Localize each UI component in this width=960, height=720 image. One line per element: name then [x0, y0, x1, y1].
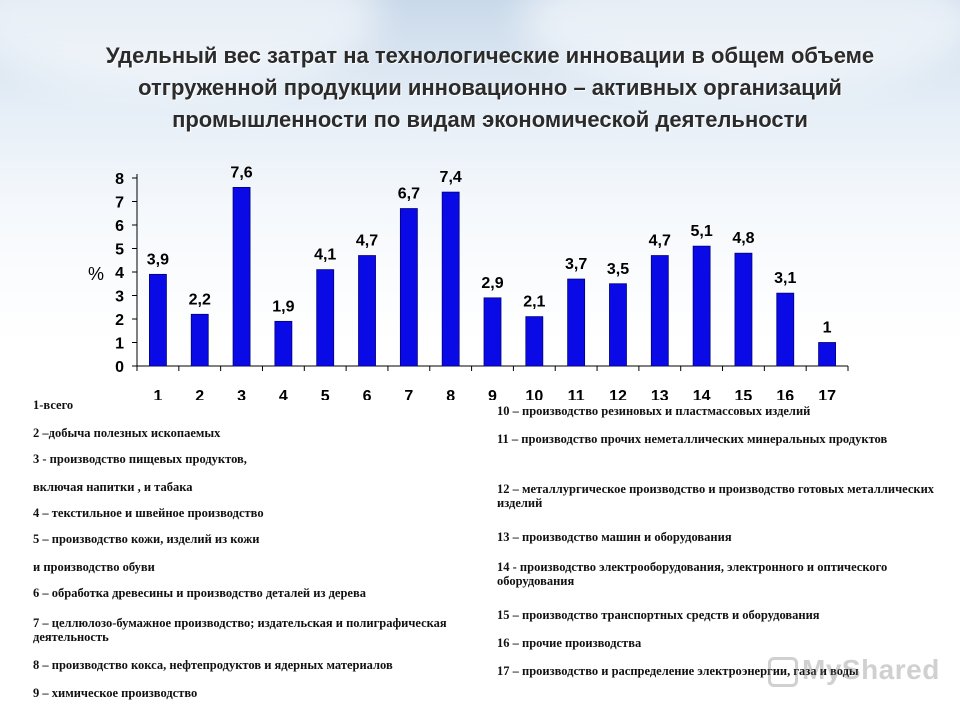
legend-item: 13 – производство машин и оборудования	[497, 530, 732, 544]
legend-item: 12 – металлургическое производство и про…	[497, 482, 935, 510]
x-tick-label: 17	[818, 388, 836, 400]
bar-10	[525, 316, 544, 367]
data-labels: 3,9 2,2 7,6 1,9 4,1 4,7 6,7 7,4 2,9 2,1 3,7 3,5 4,7 5…	[147, 164, 832, 336]
x-tick-label: 14	[693, 388, 711, 400]
data-label: 6,7	[398, 186, 420, 203]
chart-title: Удельный вес затрат на технологические и…	[105, 43, 875, 132]
x-tick-label: 12	[609, 388, 627, 400]
legend-right: 10 – производство резиновых и пластмассо…	[497, 404, 952, 704]
bar-7	[399, 208, 418, 367]
data-label: 3,7	[565, 256, 587, 273]
data-label: 3,9	[147, 251, 169, 268]
legend-left: 1-всего 2 –добыча полезных ископаемых 3 - …	[33, 398, 503, 708]
data-label: 4,7	[356, 233, 378, 250]
x-tick-label: 4	[279, 388, 288, 400]
x-tick-label: 5	[321, 388, 330, 400]
x-tick-label: 6	[363, 388, 372, 400]
legend-item: включая напитки , и табака	[33, 480, 193, 494]
legend-item: 17 – производство и распределение электр…	[497, 664, 859, 678]
legend-item: 6 – обработка древесины и производство д…	[33, 586, 366, 600]
x-tick-label: 15	[735, 388, 753, 400]
data-label: 4,8	[732, 230, 754, 247]
x-tick-label: 8	[446, 388, 455, 400]
data-label: 5,1	[690, 223, 712, 240]
data-label: 1	[823, 320, 832, 337]
y-tick-label: 7	[115, 195, 124, 212]
x-tick-label: 11	[568, 388, 585, 400]
watermark: MyShared	[768, 654, 940, 687]
x-tick-label: 3	[237, 388, 246, 400]
bar-4	[274, 320, 293, 367]
x-tick-labels: 1 2 3 4 5 6 7 8 9 10 11 12 13 14 15 16 17	[153, 388, 836, 400]
legend-item: 8 – производство кокса, нефтепродуктов и…	[33, 658, 393, 672]
bar-15	[734, 252, 753, 367]
y-tick-label: 4	[115, 265, 124, 282]
data-label: 2,1	[523, 294, 545, 311]
legend-item: 11 – производство прочих неметаллических…	[497, 432, 888, 446]
y-tick-label: 1	[115, 336, 124, 353]
data-label: 2,9	[481, 275, 503, 292]
bar-chart: 3,9 2,2 7,6 1,9 4,1 4,7 6,7 7,4 2,9 2,1 3,7 3,5 4,7 5…	[88, 164, 849, 400]
data-label: 7,6	[230, 164, 252, 181]
y-tick-label: 0	[115, 359, 124, 376]
bar-16	[776, 292, 795, 367]
y-tick-labels: 0 1 2 3 4 5 6 7 8	[115, 171, 124, 376]
legend-item: 5 – производство кожи, изделий из кожи	[33, 532, 260, 546]
bar-9	[483, 297, 502, 367]
x-tick-label: 1	[153, 388, 162, 400]
legend-item: 4 – текстильное и швейное производство	[33, 506, 264, 520]
x-tick-label: 7	[404, 388, 413, 400]
y-tick-label: 8	[115, 171, 124, 188]
data-label: 3,1	[774, 270, 796, 287]
legend-item: 10 – производство резиновых и пластмассо…	[497, 404, 811, 418]
legend-item: 1-всего	[33, 398, 74, 412]
x-tick-label: 10	[525, 388, 543, 400]
data-label: 1,9	[272, 298, 294, 315]
data-label: 2,2	[189, 291, 211, 308]
bar-1	[149, 273, 167, 367]
bar-14	[692, 245, 711, 367]
y-tick-label: 3	[115, 289, 124, 306]
legend-item: 9 – химическое производство	[33, 686, 198, 700]
y-tick-label: 5	[115, 242, 124, 259]
legend-item: 2 –добыча полезных ископаемых	[33, 426, 221, 440]
data-label: 4,1	[314, 247, 336, 264]
bar-2	[190, 313, 209, 367]
x-tick-label: 9	[488, 388, 497, 400]
bar-12	[609, 283, 627, 367]
bar-6	[358, 255, 376, 367]
x-tick-label: 13	[651, 388, 669, 400]
watermark-icon	[768, 656, 798, 687]
data-label: 3,5	[607, 261, 629, 278]
data-label: 7,4	[440, 169, 462, 186]
bar-series	[149, 186, 836, 367]
legend-item: 3 - производство пищевых продуктов,	[33, 452, 247, 466]
x-tick-label: 16	[776, 388, 794, 400]
bar-5	[316, 269, 335, 367]
legend-item: 7 – целлюлозо-бумажное производство; изд…	[33, 616, 447, 644]
data-label: 4,7	[649, 233, 671, 250]
bar-3	[232, 186, 251, 367]
legend-item: 16 – прочие производства	[497, 636, 642, 650]
legend-item: 15 – производство транспортных средств и…	[497, 608, 820, 622]
x-tick-label: 2	[195, 388, 204, 400]
y-axis-label: %	[88, 264, 104, 284]
legend-item: 14 - производство электрооборудования, э…	[497, 560, 888, 588]
bar-11	[567, 278, 586, 367]
legend-item: и производство обуви	[33, 560, 155, 574]
bar-13	[650, 255, 669, 367]
bar-8	[441, 191, 460, 367]
y-tick-label: 2	[115, 312, 124, 329]
bar-17	[818, 342, 836, 367]
watermark-text: MyShared	[802, 654, 940, 685]
y-tick-label: 6	[115, 218, 124, 235]
